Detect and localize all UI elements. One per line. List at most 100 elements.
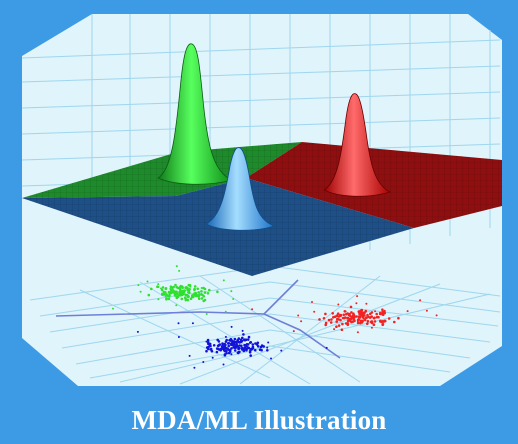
scatter-point (339, 318, 342, 322)
scatter-point (206, 292, 210, 295)
scatter-point (236, 339, 239, 342)
scatter-point (197, 297, 201, 301)
scatter-point (191, 294, 194, 297)
scatter-point (224, 343, 227, 347)
scatter-point (311, 301, 313, 303)
scatter-point (193, 288, 196, 292)
scatter-point (333, 315, 337, 319)
scatter-point (211, 356, 214, 359)
floor-grid (29, 265, 501, 385)
region-green-mesh (22, 142, 302, 198)
scatter-point (435, 314, 438, 317)
scatter-point (363, 314, 366, 317)
scatter-point (351, 315, 354, 319)
scatter-point (240, 344, 243, 348)
scatter-point (318, 318, 321, 321)
scatter-point (337, 315, 341, 318)
scatter-point (313, 310, 316, 313)
scatter-point (327, 318, 331, 322)
scatter-point (349, 319, 352, 323)
scatter-point (173, 291, 177, 295)
scatter-point (150, 287, 153, 291)
scatter-point (297, 314, 300, 317)
scatter-point (175, 285, 178, 289)
scatter-point (216, 290, 219, 294)
scatter-point (215, 350, 219, 354)
scatter-point (249, 354, 252, 357)
scatter-point (425, 309, 428, 312)
peak-blue (205, 147, 276, 231)
scatter-point (228, 350, 232, 353)
scatter-point (340, 328, 344, 332)
scatter-point (233, 349, 237, 352)
scatter-point (212, 344, 216, 347)
scatter-point (237, 352, 240, 355)
scatter-point (216, 338, 219, 342)
scatter-point (266, 349, 269, 352)
scatter-point (193, 285, 197, 288)
scatter-cluster-red (251, 295, 438, 334)
scatter-point (216, 347, 220, 351)
scatter-point (355, 302, 358, 305)
scatter-point (166, 294, 170, 298)
scatter-point (231, 340, 235, 344)
illustration-caption: MDA/ML Illustration (131, 405, 387, 435)
scatter-point (230, 290, 233, 293)
scatter-point (205, 313, 208, 315)
scatter-point (337, 324, 341, 327)
peak-green (157, 43, 234, 185)
scatter-point (200, 290, 203, 293)
scatter-point (406, 310, 409, 313)
scatter-point (353, 319, 356, 323)
scatter-point (251, 308, 254, 311)
scatter-point (229, 337, 233, 341)
scatter-point (175, 304, 178, 307)
scatter-point (222, 363, 225, 366)
scatter-point (383, 309, 386, 312)
scatter-point (356, 320, 359, 323)
scatter-point (203, 291, 207, 294)
scatter-point (344, 310, 347, 313)
scatter-point (350, 311, 353, 314)
scatter-point (224, 340, 228, 343)
scatter-point (373, 320, 377, 323)
scatter-point (375, 315, 379, 319)
scatter-point (380, 321, 383, 324)
scatter-point (335, 320, 339, 323)
scatter-point (162, 290, 166, 294)
scatter-point (146, 280, 149, 283)
scatter-point (191, 322, 194, 325)
scatter-point (330, 318, 333, 321)
scatter-point (260, 344, 264, 347)
scatter-point (368, 316, 372, 319)
scatter-point (237, 347, 240, 351)
scatter-point (247, 335, 251, 339)
scatter-point (202, 299, 205, 303)
scatter-point (164, 287, 168, 291)
scatter-point (184, 297, 187, 300)
scatter-point (336, 312, 340, 316)
scatter-point (227, 344, 230, 348)
scatter-point (248, 351, 252, 354)
scatter-point (225, 349, 228, 353)
scatter-point (356, 331, 359, 334)
scatter-point (200, 297, 204, 300)
scatter-point (260, 348, 263, 352)
scatter-point (178, 286, 182, 289)
scatter-point (147, 293, 151, 297)
scatter-point (183, 290, 186, 293)
scatter-point (223, 345, 227, 349)
scatter-point (227, 342, 231, 345)
scatter-point (370, 326, 373, 329)
scatter-point (374, 310, 377, 313)
scatter-point (292, 330, 295, 333)
scatter-point (356, 321, 360, 325)
scatter-point (246, 338, 250, 341)
scatter-point (300, 320, 303, 323)
scatter-point (180, 297, 184, 301)
scatter-point (356, 295, 359, 298)
scatter-point (223, 353, 227, 356)
scatter-point (222, 279, 225, 282)
scatter-point (157, 283, 160, 286)
